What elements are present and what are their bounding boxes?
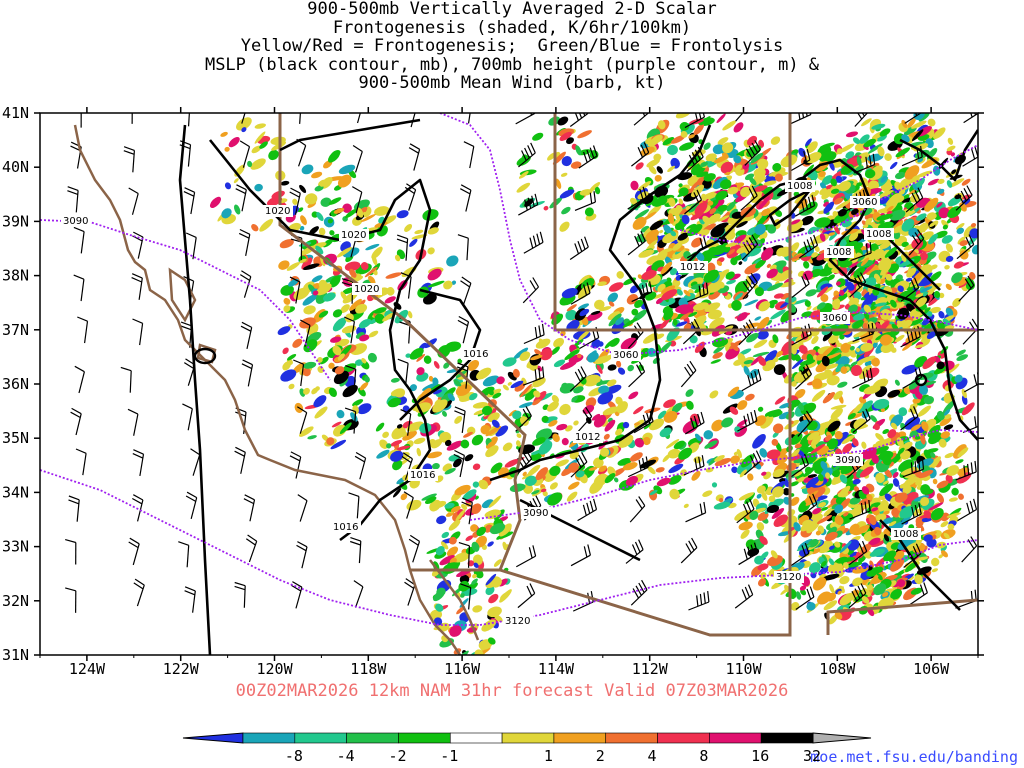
colorbar-label: -8 bbox=[285, 747, 303, 765]
colorbar-segment bbox=[294, 732, 347, 744]
lon-tick-label: 116W bbox=[444, 660, 481, 678]
height-contour-label: 3060 bbox=[613, 350, 638, 361]
colorbar-label: 1 bbox=[544, 747, 553, 765]
lon-tick-label: 110W bbox=[726, 660, 763, 678]
source-url: moe.met.fsu.edu/banding bbox=[810, 748, 1018, 766]
colorbar-label: -1 bbox=[440, 747, 458, 765]
title-line-1: 900-500mb Vertically Averaged 2-D Scalar bbox=[307, 0, 717, 19]
lat-tick-label: 40N bbox=[2, 158, 29, 176]
colorbar-label: 4 bbox=[648, 747, 657, 765]
mslp-contour-label: 1020 bbox=[265, 206, 290, 217]
mslp-contour-label: 1008 bbox=[893, 529, 918, 540]
colorbar-label: 8 bbox=[699, 747, 708, 765]
colorbar-label: -4 bbox=[337, 747, 355, 765]
lat-tick-label: 32N bbox=[2, 592, 29, 610]
contour-labels: 1020 1020 1020 1016 1016 1016 1012 1012 1008 1008… bbox=[61, 180, 921, 627]
height-contour-label: 3090 bbox=[523, 508, 548, 519]
colorbar-segment bbox=[501, 732, 555, 744]
lat-tick-label: 41N bbox=[2, 104, 29, 122]
lon-tick-label: 118W bbox=[350, 660, 387, 678]
coastline-borders bbox=[73, 113, 978, 655]
mslp-contour-label: 1012 bbox=[680, 262, 705, 273]
title-line-5: 900-500mb Mean Wind (barb, kt) bbox=[358, 73, 666, 93]
height-contour-label: 3060 bbox=[822, 313, 847, 324]
lon-tick-label: 112W bbox=[632, 660, 669, 678]
mslp-contour-label: 1016 bbox=[410, 470, 435, 481]
lat-tick-label: 38N bbox=[2, 267, 29, 285]
lat-tick-label: 31N bbox=[2, 646, 29, 664]
colorbar-segment bbox=[657, 732, 710, 744]
colorbar-segment bbox=[605, 732, 658, 744]
mslp-contour-label: 1016 bbox=[333, 522, 358, 533]
height-contour-label: 3120 bbox=[505, 616, 530, 627]
height-contour-label: 3090 bbox=[63, 216, 88, 227]
colorbar-label: 16 bbox=[751, 747, 769, 765]
colorbar: -8 -4 -2 -1 1 2 4 8 16 32 bbox=[182, 732, 872, 765]
colorbar-segment bbox=[709, 732, 762, 744]
lon-tick-label: 124W bbox=[69, 660, 106, 678]
lat-tick-label: 39N bbox=[2, 212, 29, 230]
colorbar-label: 2 bbox=[596, 747, 605, 765]
lon-tick-label: 108W bbox=[819, 660, 856, 678]
axis-ticks: 31N 32N 33N 34N 35N 36N 37N 38N 39N 40N 41N 124W 122… bbox=[2, 104, 984, 678]
lat-tick-label: 34N bbox=[2, 483, 29, 501]
mslp-contour-label: 1012 bbox=[575, 432, 600, 443]
title-line-4: MSLP (black contour, mb), 700mb height (… bbox=[204, 54, 820, 75]
mslp-contour-label: 1008 bbox=[826, 247, 851, 258]
mslp-contour-label: 1008 bbox=[787, 181, 812, 192]
title-line-3: Yellow/Red = Frontogenesis; Green/Blue =… bbox=[240, 36, 784, 56]
colorbar-segment bbox=[242, 732, 296, 744]
lat-tick-label: 37N bbox=[2, 321, 29, 339]
colorbar-segment bbox=[449, 732, 503, 744]
mslp-contour-label: 1020 bbox=[354, 284, 379, 295]
height-contour-label: 3120 bbox=[776, 572, 801, 583]
lon-tick-label: 114W bbox=[538, 660, 575, 678]
lat-tick-label: 33N bbox=[2, 538, 29, 556]
mslp-contour-label: 1020 bbox=[341, 230, 366, 241]
lon-tick-label: 122W bbox=[163, 660, 200, 678]
colorbar-segment bbox=[760, 732, 814, 744]
height-contour-label: 3090 bbox=[835, 455, 860, 466]
colorbar-segment bbox=[398, 732, 451, 744]
lon-tick-label: 106W bbox=[913, 660, 950, 678]
colorbar-segment bbox=[553, 732, 607, 744]
forecast-valid-text: 00Z02MAR2026 12km NAM 31hr forecast Vali… bbox=[235, 681, 789, 701]
lat-tick-label: 35N bbox=[2, 429, 29, 447]
colorbar-segment bbox=[346, 732, 399, 744]
height-contour-label: 3060 bbox=[852, 197, 877, 208]
colorbar-label: -2 bbox=[388, 747, 406, 765]
mslp-contour-label: 1016 bbox=[463, 349, 488, 360]
mslp-contour-label: 1008 bbox=[866, 229, 891, 240]
colorbar-label: 32 bbox=[803, 747, 821, 765]
lon-tick-label: 120W bbox=[257, 660, 294, 678]
title-line-2: Frontogenesis (shaded, K/6hr/100km) bbox=[332, 17, 692, 38]
lat-tick-label: 36N bbox=[2, 375, 29, 393]
